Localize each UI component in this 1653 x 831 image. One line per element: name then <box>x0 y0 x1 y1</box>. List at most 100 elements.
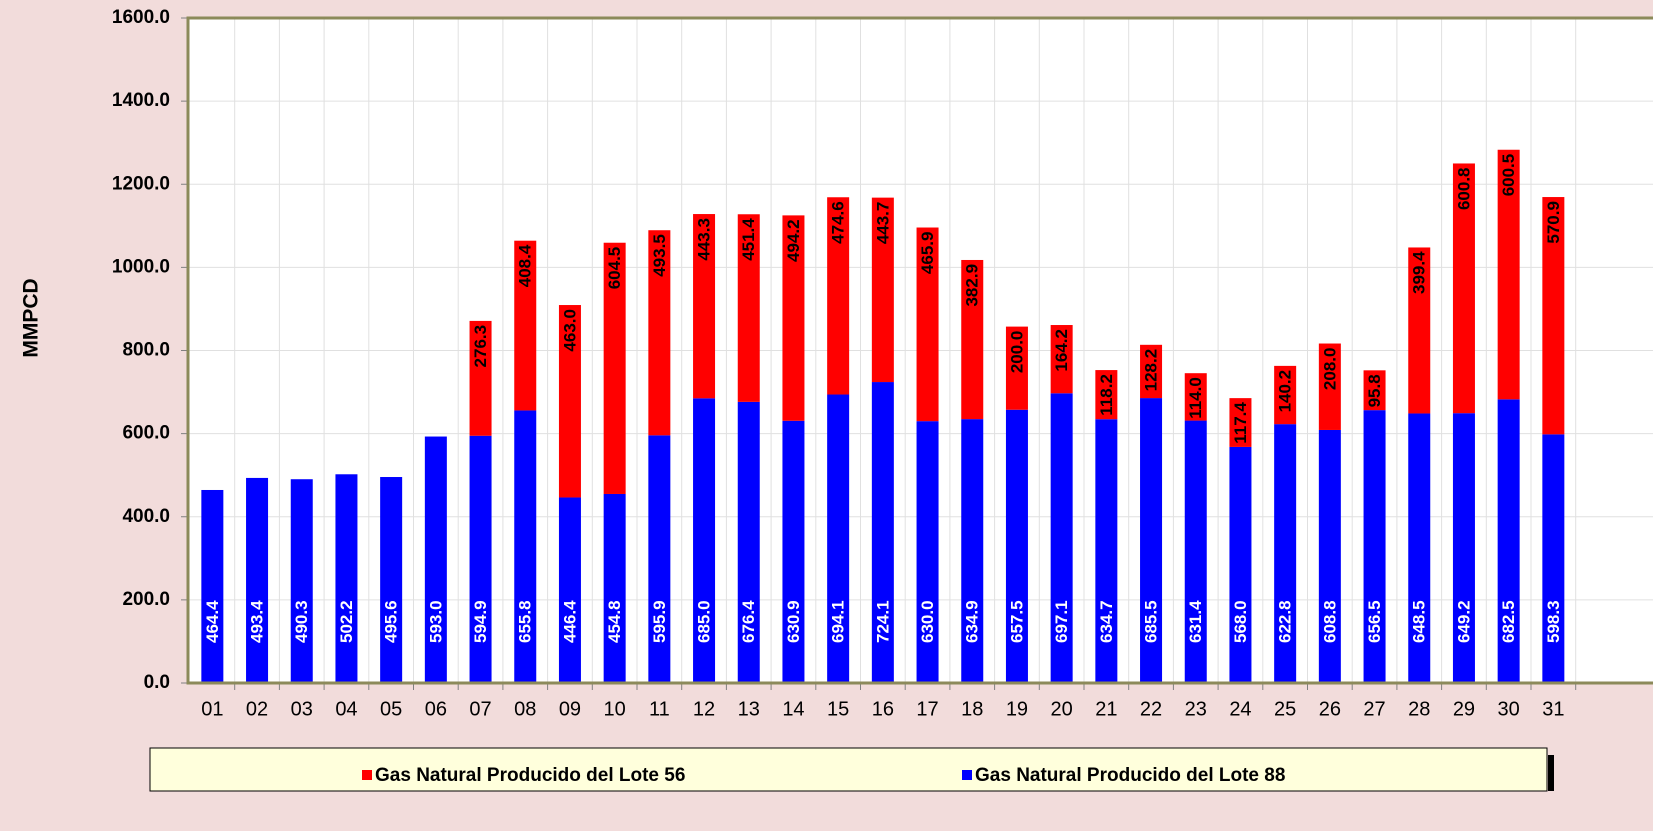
bar-segment <box>1497 399 1520 683</box>
value-label: 114.0 <box>1186 377 1205 419</box>
value-label: 622.8 <box>1276 600 1295 643</box>
bar-segment <box>1050 325 1073 394</box>
bar-segment <box>201 489 224 683</box>
bar-segment <box>380 477 403 683</box>
value-label: 117.4 <box>1231 402 1250 444</box>
value-label: 682.5 <box>1499 600 1518 643</box>
value-label: 685.5 <box>1142 600 1161 643</box>
value-label: 276.3 <box>471 325 490 368</box>
x-tick-label: 22 <box>1140 698 1162 720</box>
bar-segment <box>1452 163 1475 414</box>
y-tick-label: 800.0 <box>122 340 170 361</box>
x-tick-label: 19 <box>1006 698 1028 720</box>
bar-segment <box>1095 419 1118 683</box>
x-tick-label: 06 <box>425 698 447 720</box>
bar-segment <box>737 401 760 683</box>
y-tick-label: 0.0 <box>144 672 170 693</box>
value-label: 594.9 <box>471 600 490 643</box>
value-label: 118.2 <box>1097 374 1116 416</box>
bar-segment <box>469 435 492 683</box>
bar-segment <box>1184 373 1207 421</box>
value-label: 568.0 <box>1231 600 1250 643</box>
bar-segment <box>603 242 626 494</box>
value-label: 724.1 <box>873 600 892 643</box>
bar-segment <box>1005 409 1028 683</box>
bar-segment <box>1318 343 1341 430</box>
x-tick-label: 04 <box>335 698 357 720</box>
bar-segment <box>1452 413 1475 683</box>
value-label: 604.5 <box>605 247 624 290</box>
x-tick-label: 16 <box>872 698 894 720</box>
value-label: 649.2 <box>1454 600 1473 643</box>
x-tick-label: 11 <box>649 698 670 720</box>
x-tick-label: 31 <box>1542 698 1564 720</box>
bar-segment <box>335 474 358 683</box>
bar-segment <box>961 419 984 683</box>
value-label: 697.1 <box>1052 600 1071 643</box>
legend-swatch <box>962 770 972 780</box>
bar-segment <box>1095 370 1118 420</box>
x-tick-label: 12 <box>693 698 715 720</box>
value-label: 465.9 <box>918 232 937 275</box>
x-tick-label: 27 <box>1363 698 1385 720</box>
y-tick-label: 1000.0 <box>112 256 170 277</box>
x-tick-label: 25 <box>1274 698 1296 720</box>
legend-swatch <box>362 770 372 780</box>
x-tick-label: 21 <box>1095 698 1117 720</box>
value-label: 474.6 <box>829 201 848 244</box>
x-tick-label: 10 <box>604 698 626 720</box>
legend-shadow <box>1548 755 1554 791</box>
value-label: 128.2 <box>1142 349 1161 392</box>
bar-segment <box>1274 365 1297 425</box>
x-tick-label: 26 <box>1319 698 1341 720</box>
value-label: 451.4 <box>739 218 758 261</box>
y-tick-label: 400.0 <box>122 506 170 527</box>
bar-segment <box>290 479 313 683</box>
legend-label: Gas Natural Producido del Lote 88 <box>975 765 1285 786</box>
x-tick-label: 01 <box>201 698 223 720</box>
value-label: 608.8 <box>1320 600 1339 643</box>
x-tick-label: 15 <box>827 698 849 720</box>
x-tick-label: 03 <box>291 698 313 720</box>
bar-segment <box>782 420 805 683</box>
bar-segment <box>514 240 537 411</box>
bar-segment <box>648 435 671 683</box>
value-label: 600.8 <box>1454 167 1473 210</box>
value-label: 657.5 <box>1007 600 1026 643</box>
y-tick-label: 600.0 <box>122 423 170 444</box>
x-tick-label: 07 <box>469 698 491 720</box>
bar-segment <box>916 227 939 422</box>
value-label: 493.5 <box>650 234 669 277</box>
bar-segment <box>246 477 269 683</box>
value-label: 694.1 <box>829 600 848 643</box>
x-tick-label: 17 <box>916 698 938 720</box>
bar-segment <box>603 493 626 683</box>
value-label: 495.6 <box>382 600 401 643</box>
bar-segment <box>1363 410 1386 683</box>
value-label: 493.4 <box>248 600 267 643</box>
value-label: 443.7 <box>873 202 892 245</box>
value-label: 382.9 <box>963 264 982 307</box>
legend-label: Gas Natural Producido del Lote 56 <box>375 765 685 786</box>
x-tick-label: 18 <box>961 698 983 720</box>
bar-segment <box>871 197 894 383</box>
value-label: 208.0 <box>1320 348 1339 391</box>
y-axis-label: MMPCD <box>20 278 43 357</box>
value-label: 631.4 <box>1186 600 1205 643</box>
bar-segment <box>1318 429 1341 683</box>
x-tick-label: 20 <box>1051 698 1073 720</box>
value-label: 600.5 <box>1499 154 1518 197</box>
bar-segment <box>1140 344 1163 399</box>
bar-segment <box>648 230 671 436</box>
value-label: 446.4 <box>560 600 579 643</box>
value-label: 454.8 <box>605 600 624 643</box>
x-tick-label: 29 <box>1453 698 1475 720</box>
value-label: 634.7 <box>1097 600 1116 643</box>
value-label: 648.5 <box>1410 600 1429 643</box>
bar-segment <box>1408 413 1431 683</box>
value-label: 140.2 <box>1276 370 1295 413</box>
bar-segment <box>1542 197 1565 435</box>
value-label: 490.3 <box>292 600 311 643</box>
bar-segment <box>1184 420 1207 683</box>
